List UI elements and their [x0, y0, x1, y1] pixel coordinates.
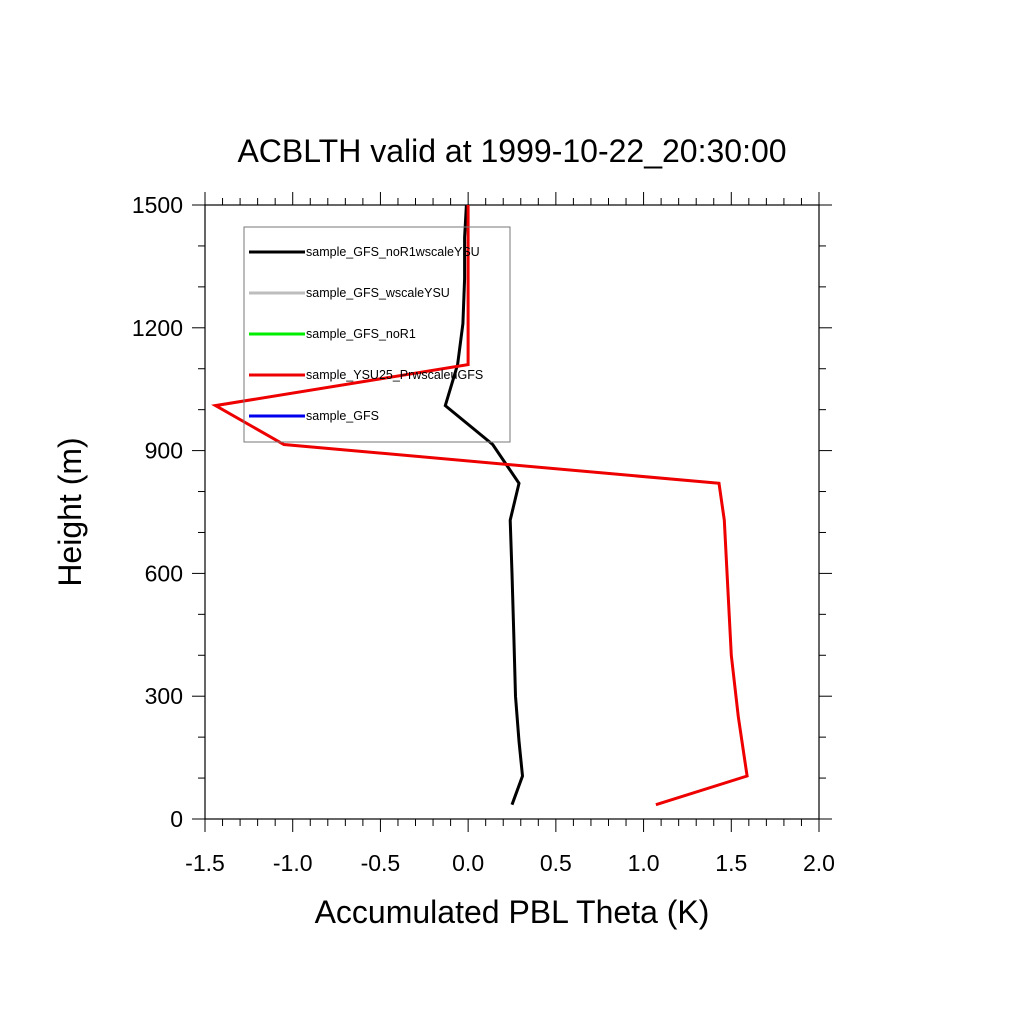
- series-lines: [211, 204, 749, 807]
- x-tick-label: 0.0: [452, 850, 484, 876]
- legend-label: sample_GFS_wscaleYSU: [306, 286, 450, 300]
- legend-label: sample_GFS: [306, 409, 379, 423]
- y-tick-label: 0: [170, 806, 183, 832]
- x-tick-label: -1.5: [185, 850, 225, 876]
- legend-label: sample_GFS_noR1wscaleYSU: [306, 245, 480, 259]
- legend-box: [243, 226, 511, 443]
- x-tick-label: -1.0: [273, 850, 313, 876]
- legend-label: sample_GFS_noR1: [306, 327, 416, 341]
- y-axis-title: Height (m): [52, 437, 88, 586]
- legend: sample_GFS_noR1wscaleYSU sample_GFS_wscal…: [243, 226, 511, 443]
- x-tick-label: 0.5: [540, 850, 572, 876]
- x-tick-label: 2.0: [803, 850, 835, 876]
- y-tick-label: 1500: [132, 192, 183, 218]
- plot-frame: [204, 204, 820, 820]
- x-tick-label: 1.0: [628, 850, 660, 876]
- plot-area: [204, 204, 820, 820]
- series-line-sample_YSU25_PrwscaleuGFS: [211, 205, 749, 807]
- x-tick-label: 1.5: [715, 850, 747, 876]
- x-axis: -1.5 -1.0 -0.5 0.0 0.5 1.0 1.5 2.0: [185, 192, 835, 876]
- y-tick-label: 1200: [132, 315, 183, 341]
- y-tick-label: 900: [145, 438, 183, 464]
- series-line-sample_GFS_noR1wscaleYSU: [443, 204, 525, 806]
- x-axis-title: Accumulated PBL Theta (K): [315, 894, 710, 930]
- x-tick-label: -0.5: [361, 850, 401, 876]
- legend-label: sample_YSU25_PrwscaleuGFS: [306, 368, 483, 382]
- y-axis: 0 300 600 900 1200 1500: [132, 192, 832, 832]
- chart-title: ACBLTH valid at 1999-10-22_20:30:00: [237, 133, 786, 169]
- y-tick-label: 300: [145, 683, 183, 709]
- y-tick-label: 600: [145, 560, 183, 586]
